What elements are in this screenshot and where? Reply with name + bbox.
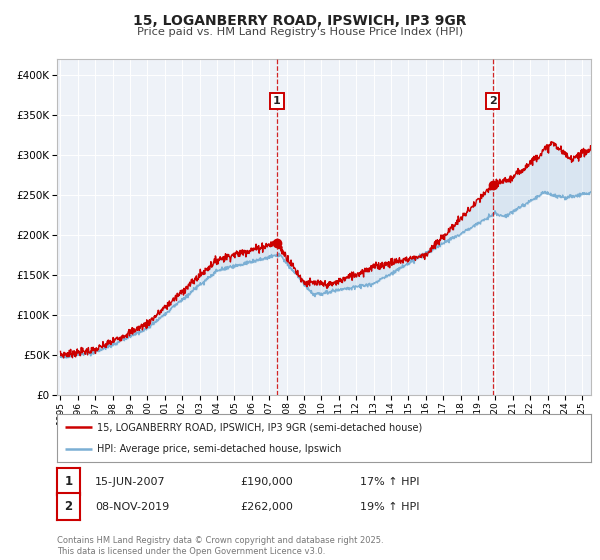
Text: 2: 2 <box>489 96 497 106</box>
Text: Price paid vs. HM Land Registry's House Price Index (HPI): Price paid vs. HM Land Registry's House … <box>137 27 463 37</box>
Text: 17% ↑ HPI: 17% ↑ HPI <box>360 477 419 487</box>
Text: £190,000: £190,000 <box>240 477 293 487</box>
Text: 2: 2 <box>64 500 73 514</box>
Text: 15, LOGANBERRY ROAD, IPSWICH, IP3 9GR (semi-detached house): 15, LOGANBERRY ROAD, IPSWICH, IP3 9GR (s… <box>97 422 422 432</box>
Text: 19% ↑ HPI: 19% ↑ HPI <box>360 502 419 512</box>
Text: 1: 1 <box>64 475 73 488</box>
Text: 15, LOGANBERRY ROAD, IPSWICH, IP3 9GR: 15, LOGANBERRY ROAD, IPSWICH, IP3 9GR <box>133 14 467 28</box>
Text: 1: 1 <box>273 96 281 106</box>
Text: 15-JUN-2007: 15-JUN-2007 <box>95 477 166 487</box>
Text: Contains HM Land Registry data © Crown copyright and database right 2025.
This d: Contains HM Land Registry data © Crown c… <box>57 536 383 556</box>
Text: £262,000: £262,000 <box>240 502 293 512</box>
Text: 08-NOV-2019: 08-NOV-2019 <box>95 502 169 512</box>
Text: HPI: Average price, semi-detached house, Ipswich: HPI: Average price, semi-detached house,… <box>97 444 341 454</box>
